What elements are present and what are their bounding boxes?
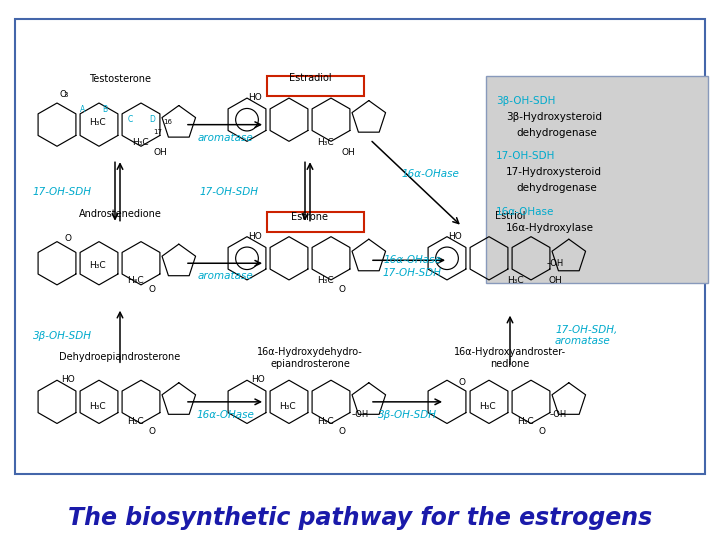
Text: 17-OH-SDH,
aromatase: 17-OH-SDH, aromatase (555, 325, 617, 346)
Text: 17-OH-SDH: 17-OH-SDH (32, 187, 91, 197)
Text: O: O (338, 286, 346, 294)
Text: B: B (102, 105, 107, 114)
Text: 3β-OH-SDH: 3β-OH-SDH (32, 330, 91, 341)
Text: aromatase: aromatase (197, 271, 253, 281)
Text: 17-Hydroxysteroid: 17-Hydroxysteroid (506, 167, 602, 177)
Text: Estradiol: Estradiol (289, 73, 331, 83)
Text: –OH: –OH (546, 259, 564, 268)
Text: 16α-Hydroxylase: 16α-Hydroxylase (506, 222, 594, 233)
Text: O: O (539, 427, 546, 436)
Text: O: O (60, 90, 66, 99)
Text: H₃C: H₃C (317, 417, 333, 426)
Text: 16α-Hydroxydehydro-
epiandrosterone: 16α-Hydroxydehydro- epiandrosterone (257, 347, 363, 369)
Text: 16α-OHase: 16α-OHase (401, 169, 459, 179)
Text: Estrone: Estrone (292, 212, 328, 222)
Text: H₃C: H₃C (89, 402, 105, 411)
Text: H₃C: H₃C (89, 118, 105, 127)
Text: HO: HO (251, 375, 265, 383)
FancyBboxPatch shape (15, 19, 705, 474)
Text: 16α-OHase: 16α-OHase (496, 207, 554, 217)
Text: A: A (81, 105, 86, 114)
Text: –OH: –OH (351, 410, 369, 419)
Text: OH: OH (548, 275, 562, 285)
Text: H₃C: H₃C (317, 138, 333, 147)
Text: O: O (459, 377, 466, 387)
Text: Estriol: Estriol (495, 211, 526, 221)
Text: dehydrogenase: dehydrogenase (516, 183, 597, 193)
Text: 16α-Hydroxyandroster-
nedione: 16α-Hydroxyandroster- nedione (454, 347, 566, 369)
Text: H₃C: H₃C (279, 402, 295, 411)
Text: The biosynthetic pathway for the estrogens: The biosynthetic pathway for the estroge… (68, 507, 652, 530)
Text: Testosterone: Testosterone (89, 74, 151, 84)
Text: H₃C: H₃C (127, 417, 143, 426)
Text: O: O (65, 234, 71, 243)
FancyBboxPatch shape (486, 76, 708, 283)
Text: 16: 16 (163, 119, 173, 125)
Text: H₃C: H₃C (132, 138, 148, 147)
Text: 16α-OHase: 16α-OHase (196, 410, 254, 420)
Text: HO: HO (248, 93, 262, 103)
Text: C: C (127, 115, 132, 124)
Text: 3β-OH-SDH: 3β-OH-SDH (377, 410, 436, 420)
Text: D: D (149, 115, 155, 124)
Text: Androstenedione: Androstenedione (78, 209, 161, 219)
Text: H₃C: H₃C (517, 417, 534, 426)
Text: HO: HO (248, 232, 262, 241)
Text: 16α-OHase: 16α-OHase (383, 255, 441, 265)
Text: 3β-Hydroxysteroid: 3β-Hydroxysteroid (506, 112, 602, 122)
Text: H₃C: H₃C (127, 275, 143, 285)
Text: OH: OH (341, 148, 355, 157)
Text: O: O (148, 286, 156, 294)
Text: O: O (148, 427, 156, 436)
Text: 17-OH-SDH: 17-OH-SDH (382, 268, 441, 278)
Text: 3β-OH-SDH: 3β-OH-SDH (496, 96, 555, 106)
Text: O: O (338, 427, 346, 436)
Text: 17-OH-SDH: 17-OH-SDH (496, 151, 555, 161)
Text: aromatase: aromatase (197, 132, 253, 143)
Text: H₃C: H₃C (479, 402, 495, 411)
Text: 17-OH-SDH: 17-OH-SDH (199, 187, 258, 197)
Text: H₃C: H₃C (317, 275, 333, 285)
Text: HO: HO (448, 232, 462, 241)
Text: 3: 3 (64, 92, 68, 98)
Text: OH: OH (153, 148, 167, 157)
Text: Dehydroepiandrosterone: Dehydroepiandrosterone (59, 352, 181, 362)
Text: H₃C: H₃C (89, 261, 105, 270)
Text: HO: HO (61, 375, 75, 383)
Text: 17: 17 (153, 129, 163, 134)
Text: H₃C: H₃C (507, 275, 523, 285)
Text: –OH: –OH (549, 410, 567, 419)
Text: dehydrogenase: dehydrogenase (516, 127, 597, 138)
